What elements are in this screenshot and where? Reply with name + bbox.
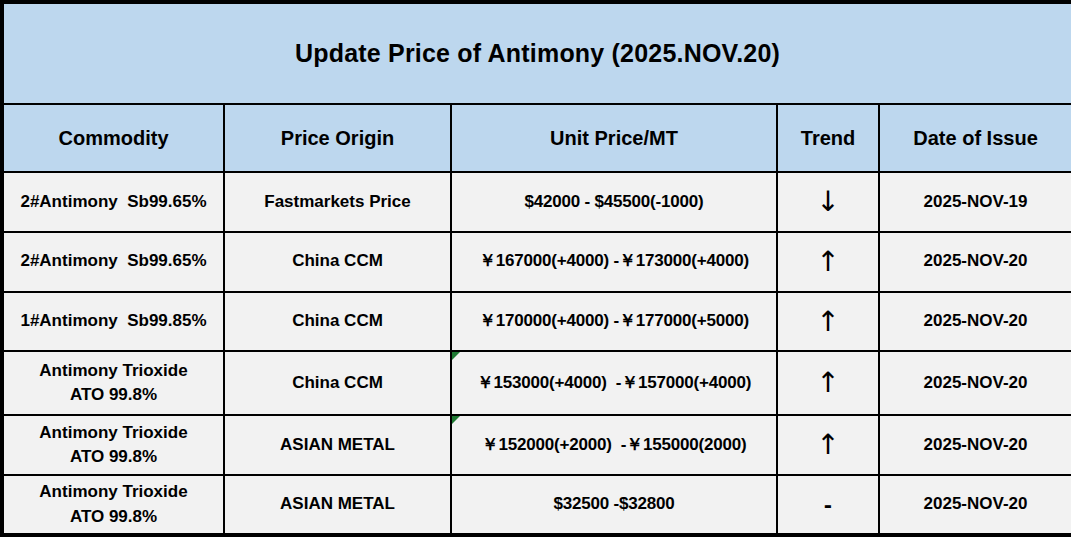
unit-price-value: $32500 -$32800 — [553, 494, 674, 513]
table-row: 2#Antimony Sb99.65% Fastmarkets Price $4… — [2, 172, 1071, 232]
column-header-trend: Trend — [777, 104, 879, 172]
commodity-cell: 2#Antimony Sb99.65% — [2, 232, 224, 292]
column-header-commodity: Commodity — [2, 104, 224, 172]
trend-cell: ↑ — [777, 415, 879, 475]
table-row: Antimony Trioxide ATO 99.8% China CCM ￥1… — [2, 351, 1071, 415]
table-row: Antimony Trioxide ATO 99.8% ASIAN METAL … — [2, 475, 1071, 535]
unit-price-cell: ￥153000(+4000) -￥157000(+4000) — [451, 351, 777, 415]
date-of-issue-cell: 2025-NOV-19 — [879, 172, 1071, 232]
trend-cell: - — [777, 475, 879, 535]
unit-price-cell: ￥152000(+2000) -￥155000(2000) — [451, 415, 777, 475]
unit-price-value: ￥153000(+4000) -￥157000(+4000) — [477, 373, 752, 392]
title-row: Update Price of Antimony (2025.NOV.20) — [2, 2, 1071, 104]
commodity-cell: 1#Antimony Sb99.85% — [2, 292, 224, 352]
page-title: Update Price of Antimony (2025.NOV.20) — [2, 2, 1071, 104]
cell-error-flag-icon — [452, 416, 460, 424]
date-of-issue-cell: 2025-NOV-20 — [879, 415, 1071, 475]
trend-cell: ↑ — [777, 232, 879, 292]
date-of-issue-cell: 2025-NOV-20 — [879, 232, 1071, 292]
unit-price-cell: ￥170000(+4000) -￥177000(+5000) — [451, 292, 777, 352]
column-header-price-origin: Price Origin — [224, 104, 451, 172]
column-header-unit-price: Unit Price/MT — [451, 104, 777, 172]
price-origin-cell: China CCM — [224, 351, 451, 415]
commodity-cell: Antimony Trioxide ATO 99.8% — [2, 475, 224, 535]
table-row: 2#Antimony Sb99.65% China CCM ￥167000(+4… — [2, 232, 1071, 292]
trend-cell: ↓ — [777, 172, 879, 232]
table-row: 1#Antimony Sb99.85% China CCM ￥170000(+4… — [2, 292, 1071, 352]
commodity-cell: 2#Antimony Sb99.65% — [2, 172, 224, 232]
column-header-date-of-issue: Date of Issue — [879, 104, 1071, 172]
date-of-issue-cell: 2025-NOV-20 — [879, 292, 1071, 352]
trend-up-arrow-icon: ↑ — [816, 245, 839, 278]
header-row: Commodity Price Origin Unit Price/MT Tre… — [2, 104, 1071, 172]
commodity-cell: Antimony Trioxide ATO 99.8% — [2, 415, 224, 475]
commodity-cell: Antimony Trioxide ATO 99.8% — [2, 351, 224, 415]
trend-up-arrow-icon: ↑ — [816, 366, 839, 399]
unit-price-value: ￥170000(+4000) -￥177000(+5000) — [479, 311, 749, 330]
price-origin-cell: ASIAN METAL — [224, 475, 451, 535]
price-origin-cell: Fastmarkets Price — [224, 172, 451, 232]
date-of-issue-cell: 2025-NOV-20 — [879, 351, 1071, 415]
unit-price-value: $42000 - $45500(-1000) — [525, 192, 704, 211]
trend-flat-dash: - — [824, 493, 832, 517]
unit-price-value: ￥152000(+2000) -￥155000(2000) — [482, 435, 747, 454]
trend-cell: ↑ — [777, 351, 879, 415]
unit-price-cell: $32500 -$32800 — [451, 475, 777, 535]
antimony-price-sheet: Update Price of Antimony (2025.NOV.20) C… — [0, 0, 1071, 537]
trend-up-arrow-icon: ↑ — [816, 305, 839, 338]
unit-price-cell: $42000 - $45500(-1000) — [451, 172, 777, 232]
price-origin-cell: China CCM — [224, 292, 451, 352]
table-row: Antimony Trioxide ATO 99.8% ASIAN METAL … — [2, 415, 1071, 475]
trend-cell: ↑ — [777, 292, 879, 352]
unit-price-value: ￥167000(+4000) -￥173000(+4000) — [479, 251, 749, 270]
price-origin-cell: ASIAN METAL — [224, 415, 451, 475]
unit-price-cell: ￥167000(+4000) -￥173000(+4000) — [451, 232, 777, 292]
price-table: Update Price of Antimony (2025.NOV.20) C… — [0, 0, 1071, 537]
cell-error-flag-icon — [452, 352, 460, 360]
trend-up-arrow-icon: ↑ — [816, 428, 839, 461]
price-origin-cell: China CCM — [224, 232, 451, 292]
date-of-issue-cell: 2025-NOV-20 — [879, 475, 1071, 535]
trend-down-arrow-icon: ↓ — [816, 185, 839, 218]
